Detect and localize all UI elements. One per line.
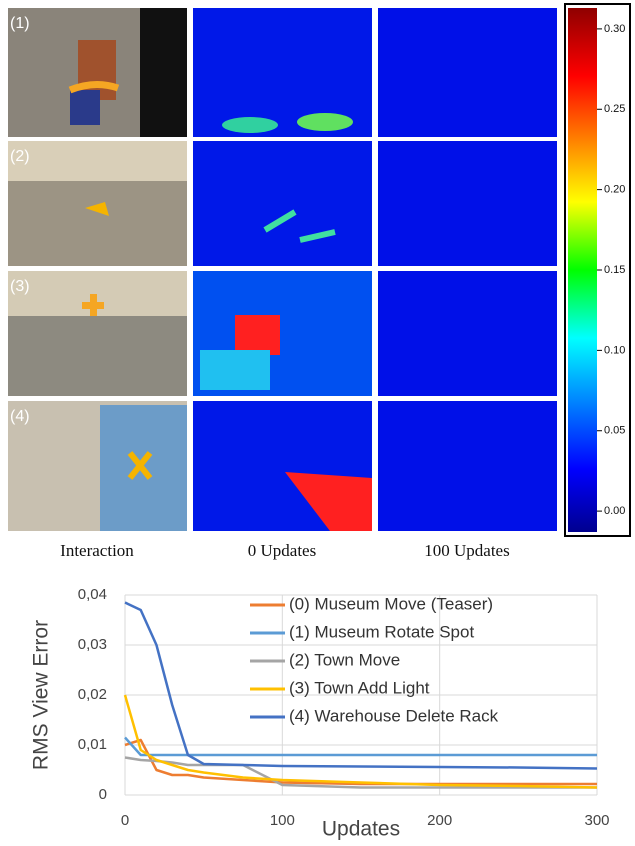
legend-label: (1) Museum Rotate Spot	[289, 622, 474, 641]
y-tick-label: 0,02	[78, 686, 107, 703]
y-tick-label: 0,01	[78, 736, 107, 753]
y-axis-label: RMS View Error	[30, 620, 53, 770]
colorbar-tick-label: 0.30	[604, 23, 625, 35]
colorbar-tick-label: 0.10	[604, 344, 625, 356]
x-tick-label: 0	[121, 812, 129, 829]
column-label: Interaction	[60, 541, 134, 560]
series-line	[124, 601, 598, 770]
colorbar-tick-label: 0.25	[604, 103, 625, 115]
error-maps	[193, 8, 557, 531]
colorbar-tick-label: 0.00	[604, 505, 625, 517]
x-tick-label: 300	[584, 812, 609, 829]
legend-label: (2) Town Move	[289, 650, 400, 669]
panel-label: (2)	[10, 148, 30, 165]
panel-label: (3)	[10, 278, 30, 295]
legend-label: (0) Museum Move (Teaser)	[289, 594, 493, 613]
legend-label: (3) Town Add Light	[289, 678, 430, 697]
series-line	[124, 736, 597, 757]
x-tick-label: 200	[427, 812, 452, 829]
column-label: 100 Updates	[424, 541, 509, 560]
panel-label: (1)	[10, 15, 30, 32]
interaction-images	[8, 8, 187, 531]
series-line	[123, 694, 598, 789]
legend-label: (4) Warehouse Delete Rack	[289, 706, 499, 725]
colorbar-tick-label: 0.20	[604, 184, 625, 196]
y-tick-label: 0	[99, 786, 107, 803]
y-tick-label: 0,03	[78, 636, 107, 653]
series-line	[124, 738, 597, 786]
column-label: 0 Updates	[248, 541, 316, 560]
colorbar-tick-label: 0.15	[604, 264, 625, 276]
colorbar-tick-label: 0.05	[604, 425, 625, 437]
x-tick-label: 100	[270, 812, 295, 829]
colorbar	[568, 8, 597, 532]
panel-label: (4)	[10, 408, 30, 425]
y-tick-label: 0,04	[78, 586, 107, 603]
x-axis-label: Updates	[322, 818, 400, 841]
